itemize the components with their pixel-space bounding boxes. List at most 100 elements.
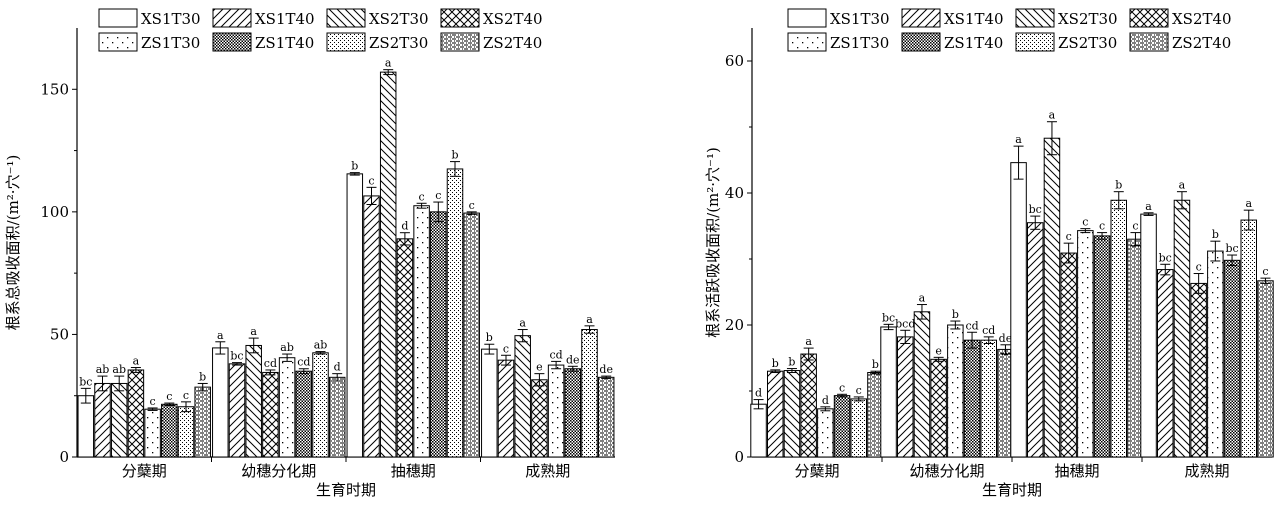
bar (94, 382, 111, 458)
significance-label: d (755, 387, 762, 400)
y-tick-label: 20 (725, 316, 744, 334)
significance-label: bc (882, 311, 895, 324)
bar (897, 336, 914, 458)
significance-label: b (351, 160, 358, 173)
y-tick-label: 50 (50, 325, 69, 343)
legend-label: XS1T30 (141, 10, 201, 28)
legend-label: XS1T40 (944, 10, 1004, 28)
significance-label: a (805, 335, 812, 348)
significance-label: c (1196, 261, 1202, 274)
significance-label: e (935, 344, 942, 357)
significance-label: bc (1159, 251, 1172, 264)
significance-label: c (1099, 220, 1105, 233)
legend-item: XS1T40 (901, 8, 1004, 28)
legend-label: ZS1T40 (255, 34, 314, 52)
significance-label: bc (79, 375, 92, 388)
legend-swatch (1129, 8, 1169, 28)
bar (1223, 259, 1241, 458)
bar (1157, 269, 1174, 458)
legend-item: ZS2T40 (1129, 32, 1231, 52)
significance-label: bcd (895, 317, 915, 330)
significance-label: a (1049, 109, 1056, 122)
bar (750, 403, 767, 458)
legend-item: ZS2T40 (440, 32, 542, 52)
legend-item: XS2T40 (440, 8, 543, 28)
bar (77, 395, 95, 458)
significance-label: d (334, 361, 341, 374)
legend-swatch (440, 8, 480, 28)
legend-item: ZS2T30 (326, 32, 428, 52)
legend-label: ZS1T40 (944, 34, 1003, 52)
bar (110, 382, 128, 458)
y-axis-title: 根系总吸收面积/(m²·穴⁻¹) (4, 155, 22, 331)
significance-label: a (250, 325, 257, 338)
bar (262, 371, 279, 458)
bar (1140, 213, 1157, 458)
legend-item: ZS1T40 (901, 32, 1003, 52)
bar (1257, 280, 1274, 458)
bar (597, 376, 615, 458)
bar (346, 173, 364, 458)
bar (1077, 230, 1094, 458)
significance-label: de (599, 363, 613, 376)
legend-swatch (326, 32, 366, 52)
significance-label: a (133, 355, 140, 368)
significance-label: c (503, 342, 509, 355)
significance-label: ab (314, 339, 328, 352)
bar (379, 71, 397, 458)
legend-label: XS2T30 (369, 10, 429, 28)
legend-item: ZS1T30 (98, 32, 200, 52)
bar (1173, 199, 1191, 458)
bar (446, 168, 464, 458)
legend-label: ZS1T30 (830, 34, 889, 52)
significance-label: b (872, 358, 879, 371)
significance-label: b (952, 308, 959, 321)
legend-swatch (901, 32, 941, 52)
legend-label: XS2T40 (1172, 10, 1232, 28)
bar (1207, 250, 1224, 458)
bar (767, 370, 784, 458)
significance-label: b (1212, 228, 1219, 241)
bar (177, 406, 195, 458)
bar (547, 364, 565, 458)
legend-label: ZS2T30 (369, 34, 428, 52)
bar (144, 408, 161, 458)
legend-swatch (98, 32, 138, 52)
legend-label: ZS2T40 (483, 34, 542, 52)
legend-item: XS2T30 (326, 8, 429, 28)
bar (194, 386, 211, 458)
bar (463, 212, 480, 458)
significance-label: bc (1029, 203, 1042, 216)
significance-label: bc (230, 350, 243, 363)
legend: XS1T30 XS1T40 XS2T30 XS2T40 ZS1T30 ZS1T40 ZS2T… (787, 8, 1232, 52)
significance-label: e (536, 361, 543, 374)
bar (1043, 137, 1061, 458)
legend-label: XS1T30 (830, 10, 890, 28)
bar (328, 376, 346, 458)
legend: XS1T30 XS1T40 XS2T30 XS2T40 ZS1T30 ZS1T40 ZS2T… (98, 8, 543, 52)
bar (564, 368, 582, 458)
legend-item: ZS1T40 (212, 32, 314, 52)
legend-item: ZS2T30 (1015, 32, 1117, 52)
significance-label: de (566, 353, 580, 366)
x-axis-title: 生育时期 (982, 481, 1042, 499)
bar (295, 370, 313, 458)
legend-item: XS2T30 (1015, 8, 1118, 28)
bar (980, 339, 997, 458)
bar (430, 211, 447, 458)
significance-label: ab (280, 341, 294, 354)
bar (531, 379, 548, 458)
significance-label: c (150, 395, 156, 408)
y-tick-label: 150 (40, 80, 69, 98)
significance-label: cd (965, 319, 978, 332)
bar (363, 195, 380, 458)
x-axis-title: 生育时期 (316, 481, 376, 499)
significance-label: b (199, 370, 206, 383)
legend-item: XS1T30 (98, 8, 201, 28)
significance-label: a (217, 329, 224, 342)
legend-item: XS2T40 (1129, 8, 1232, 28)
legend-item: XS1T40 (212, 8, 315, 28)
bar (581, 329, 598, 458)
significance-label: bc (1225, 242, 1238, 255)
